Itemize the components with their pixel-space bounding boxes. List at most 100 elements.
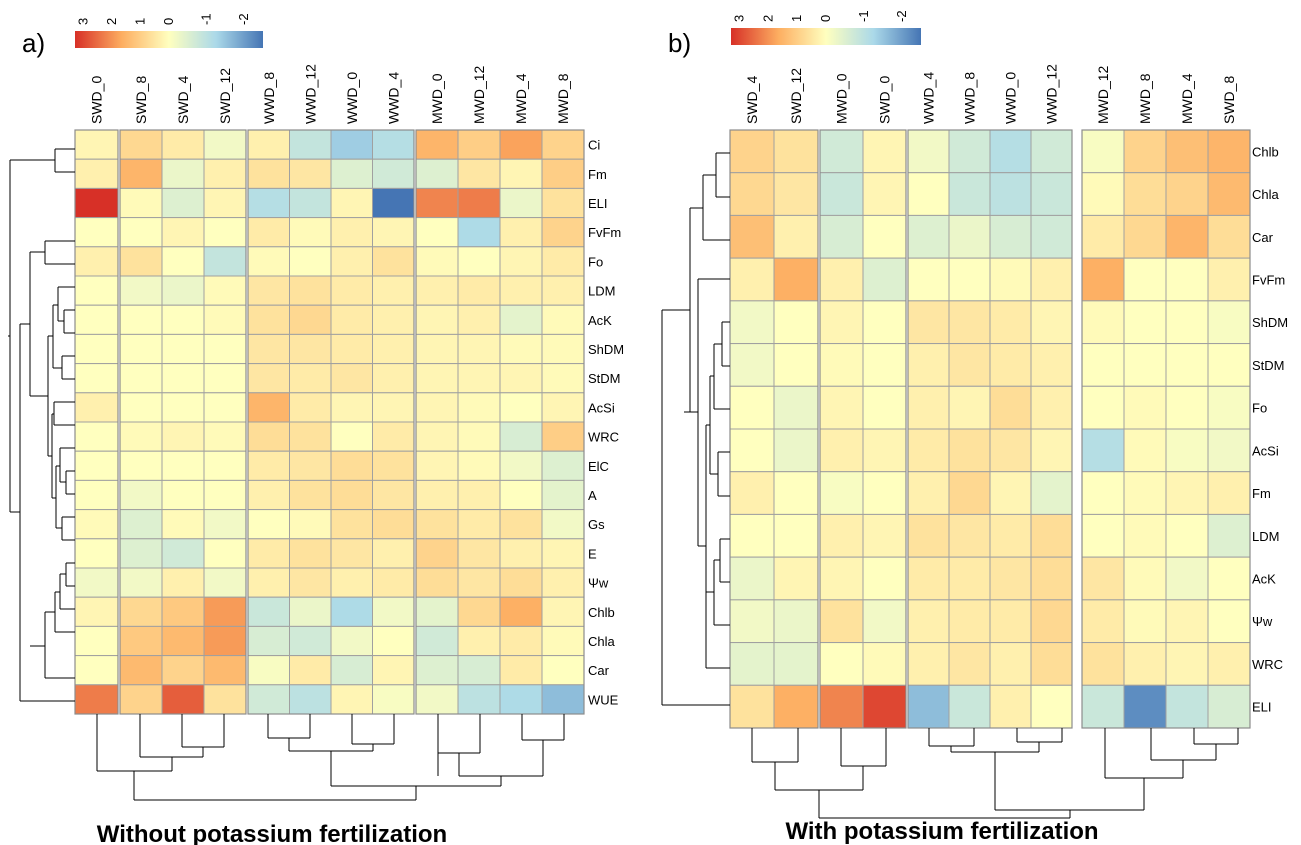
heatmap-cell (372, 596, 415, 627)
column-label: MWD_0 (429, 73, 445, 124)
panel-letter-a: a) (22, 28, 45, 58)
heatmap-cell (161, 246, 205, 277)
column-label: SWD_12 (788, 68, 804, 124)
heatmap-cell (415, 567, 459, 598)
heatmap-cell (1081, 385, 1125, 430)
heatmap-cell (1207, 214, 1251, 259)
heatmap-cell (161, 304, 205, 335)
heatmap-cell (330, 333, 373, 365)
row-label: Chla (588, 634, 616, 649)
heatmap-cell (330, 567, 373, 598)
column-label: SWD_0 (877, 76, 893, 124)
heatmap-cell (330, 392, 373, 423)
heatmap-cell (289, 421, 332, 452)
heatmap-cell (989, 684, 1032, 729)
heatmap-cell (989, 300, 1032, 345)
heatmap-cell (1030, 471, 1073, 515)
heatmap-cells-b (729, 129, 1251, 729)
heatmap-cell (1207, 385, 1251, 430)
heatmap-cell (74, 421, 119, 452)
heatmap-cell (729, 556, 775, 601)
heatmap-cell (819, 428, 864, 473)
heatmap-cell (457, 684, 501, 715)
heatmap-cell (1165, 300, 1209, 345)
heatmap-cell (247, 538, 290, 569)
heatmap-cell (1081, 642, 1125, 686)
heatmap-cell (74, 567, 119, 598)
heatmap-cell (1207, 343, 1251, 387)
column-label: MWD_0 (834, 73, 850, 124)
heatmap-cell (862, 428, 907, 473)
heatmap-cell (289, 655, 332, 686)
heatmap-cell (415, 392, 459, 423)
heatmap-cell (74, 684, 119, 715)
heatmap-cell (819, 129, 864, 174)
heatmap-cell (372, 421, 415, 452)
row-label: Ci (588, 138, 600, 153)
heatmap-cell (1081, 684, 1125, 729)
heatmap-cell (203, 363, 247, 394)
heatmap-cell (1030, 385, 1073, 430)
heatmap-cell (862, 684, 907, 729)
heatmap-cell (1123, 300, 1167, 345)
column-group-frame (729, 129, 819, 729)
colorbar-tick-label: -1 (856, 10, 871, 22)
heatmap-cell (989, 428, 1032, 473)
heatmap-cell (541, 363, 585, 394)
heatmap-cell (1081, 471, 1125, 515)
heatmap-cell (1207, 599, 1251, 644)
heatmap-cell (372, 333, 415, 365)
heatmap-cell (119, 421, 163, 452)
heatmap-cell (948, 385, 991, 430)
column-label: MWD_4 (1179, 73, 1195, 124)
heatmap-cell (372, 304, 415, 335)
heatmap-cell (948, 428, 991, 473)
column-label: WWD_12 (1044, 64, 1060, 124)
heatmap-cell (499, 217, 543, 248)
heatmap-cell (161, 479, 205, 511)
column-dendrogram-branches-a (96, 714, 565, 801)
heatmap-cell (541, 333, 585, 365)
row-label: StDM (1252, 358, 1285, 373)
heatmap-cell (119, 684, 163, 715)
heatmap-cell (457, 129, 501, 160)
heatmap-cell (415, 217, 459, 248)
heatmap-cell (161, 596, 205, 627)
heatmap-cell (499, 509, 543, 540)
heatmap-cell (541, 538, 585, 569)
heatmap-cell (330, 421, 373, 452)
heatmap-cell (457, 275, 501, 306)
heatmap-cell (907, 129, 950, 174)
heatmap-cell (729, 642, 775, 686)
heatmap-cell (247, 625, 290, 657)
heatmap-cell (948, 684, 991, 729)
heatmap-cell (457, 304, 501, 335)
heatmap-cell (289, 129, 332, 160)
heatmap-cell (415, 596, 459, 627)
column-label: SWD_12 (217, 68, 233, 124)
heatmap-cell (415, 158, 459, 189)
heatmap-cell (330, 129, 373, 160)
heatmap-cell (729, 684, 775, 729)
heatmap-cell (819, 214, 864, 259)
heatmap-cell (773, 172, 819, 216)
heatmap-cell (773, 684, 819, 729)
heatmap-cell (457, 655, 501, 686)
heatmap-cell (119, 275, 163, 306)
row-label: Gs (588, 517, 605, 532)
heatmap-cell (203, 684, 247, 715)
heatmap-cell (247, 567, 290, 598)
heatmap-cell (372, 479, 415, 511)
row-label: ELI (1252, 700, 1272, 715)
heatmap-cell (541, 450, 585, 481)
heatmap-cell (330, 655, 373, 686)
heatmap-cell (1081, 300, 1125, 345)
heatmap-cell (862, 343, 907, 387)
heatmap-cell (161, 684, 205, 715)
heatmap-cell (1207, 428, 1251, 473)
heatmap-cell (330, 538, 373, 569)
heatmap-cell (541, 479, 585, 511)
colorbar-gradient (75, 31, 263, 48)
heatmap-cell (203, 217, 247, 248)
heatmap-cell (330, 684, 373, 715)
